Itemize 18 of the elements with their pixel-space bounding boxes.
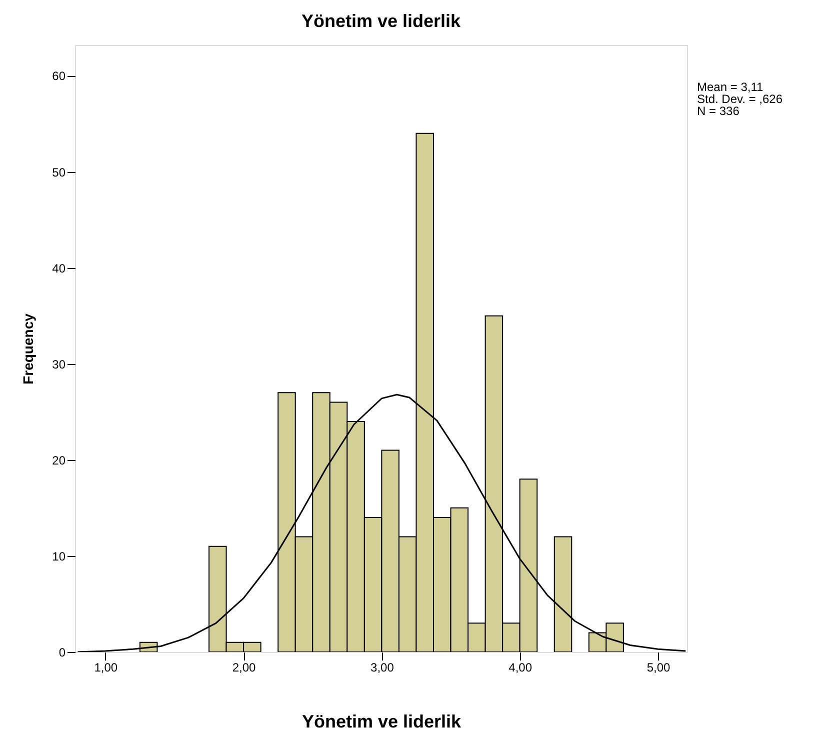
y-tick-label: 60 — [52, 69, 66, 84]
y-tick-label: 0 — [58, 646, 66, 660]
y-tick-label: 40 — [52, 261, 66, 276]
y-tick-label: 50 — [52, 165, 66, 180]
chart-title: Yönetim ve liderlik — [301, 11, 462, 31]
text: Mean = 3,11 — [697, 80, 764, 94]
text: N = 336 — [697, 104, 740, 118]
x-axis-title: Yönetim ve liderlik — [302, 712, 462, 732]
x-tick-label: 5,00 — [646, 660, 670, 674]
x-tick-label: 3,00 — [370, 660, 394, 674]
text: Std. Dev. = ,626 — [697, 92, 783, 106]
y-tick-label: 10 — [52, 549, 66, 564]
x-tick-label: 4,00 — [508, 660, 532, 674]
y-axis-title: Frequency — [20, 313, 36, 384]
x-tick-label: 2,00 — [232, 660, 256, 674]
x-tick-label: 1,00 — [94, 660, 118, 674]
y-tick-label: 30 — [52, 357, 66, 372]
y-tick-label: 20 — [52, 453, 66, 468]
